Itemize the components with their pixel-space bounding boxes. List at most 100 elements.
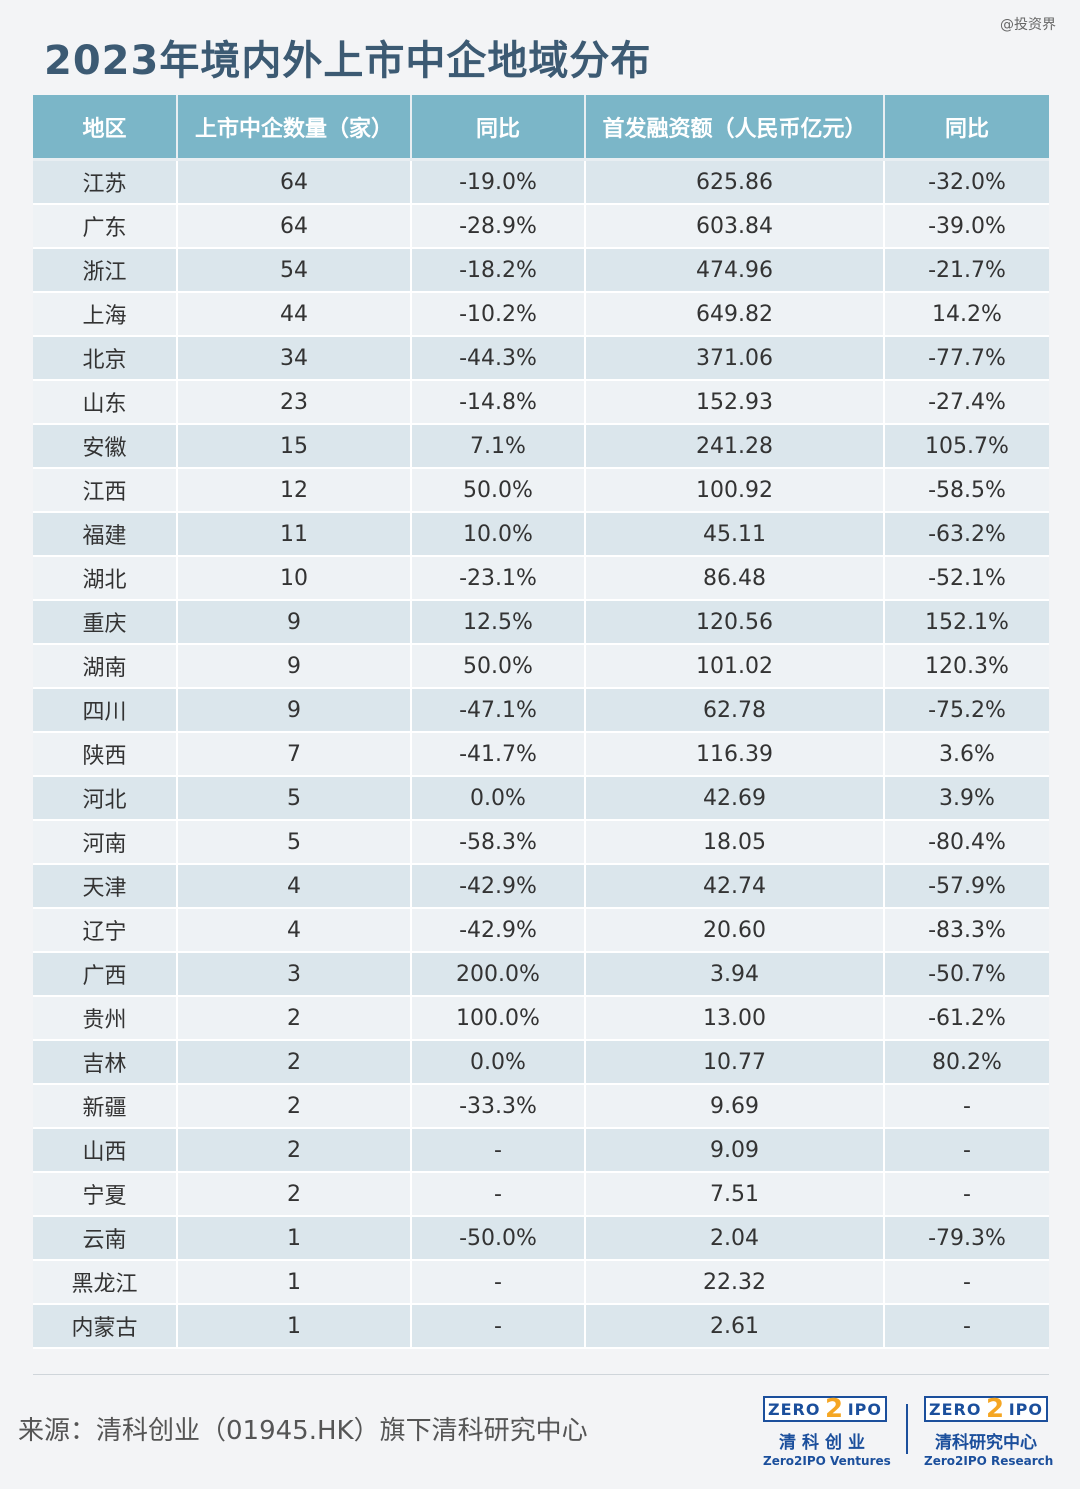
cell-count-yoy: 50.0% [412, 469, 586, 513]
source-note: 来源：清科创业（01945.HK）旗下清科研究中心 [18, 1416, 588, 1446]
table-row: 河南 5 -58.3% 18.05 -80.4% [33, 821, 1049, 865]
cell-region: 安徽 [33, 425, 178, 469]
data-table: 地区 上市中企数量（家） 同比 首发融资额（人民币亿元） 同比 江苏 64 -19.… [33, 95, 1049, 1349]
cell-amount-yoy: -83.3% [885, 909, 1049, 953]
page-title: 2023年境内外上市中企地域分布 [44, 38, 652, 84]
logo-ipo-text: IPO [1008, 1399, 1043, 1419]
cell-count-yoy: 12.5% [412, 601, 586, 645]
cell-count: 15 [178, 425, 412, 469]
cell-count-yoy: - [412, 1129, 586, 1173]
cell-region: 吉林 [33, 1041, 178, 1085]
cell-count-yoy: 50.0% [412, 645, 586, 689]
header-ipo-amount: 首发融资额（人民币亿元） [586, 95, 885, 161]
table-row: 广西 3 200.0% 3.94 -50.7% [33, 953, 1049, 997]
cell-count: 5 [178, 821, 412, 865]
cell-ipo-amount: 18.05 [586, 821, 885, 865]
cell-amount-yoy: - [885, 1129, 1049, 1173]
cell-region: 新疆 [33, 1085, 178, 1129]
cell-count: 11 [178, 513, 412, 557]
cell-count: 54 [178, 249, 412, 293]
cell-amount-yoy: - [885, 1305, 1049, 1349]
logo-cn-name: 清科创业 [779, 1433, 871, 1453]
cell-count-yoy: 0.0% [412, 777, 586, 821]
cell-count-yoy: -14.8% [412, 381, 586, 425]
cell-count: 10 [178, 557, 412, 601]
cell-region: 上海 [33, 293, 178, 337]
cell-count-yoy: -33.3% [412, 1085, 586, 1129]
cell-ipo-amount: 2.04 [586, 1217, 885, 1261]
zero2ipo-ventures-logo: ZERO 2 IPO 清科创业 Zero2IPO Ventures [763, 1396, 891, 1468]
cell-count-yoy: 7.1% [412, 425, 586, 469]
cell-count-yoy: - [412, 1305, 586, 1349]
cell-amount-yoy: 105.7% [885, 425, 1049, 469]
cell-count-yoy: -10.2% [412, 293, 586, 337]
cell-region: 云南 [33, 1217, 178, 1261]
cell-count: 9 [178, 645, 412, 689]
table-row: 山西 2-9.09- [33, 1129, 1049, 1173]
cell-ipo-amount: 9.69 [586, 1085, 885, 1129]
table-row: 陕西 7 -41.7% 116.39 3.6% [33, 733, 1049, 777]
cell-amount-yoy: -80.4% [885, 821, 1049, 865]
table-row: 黑龙江 1-22.32- [33, 1261, 1049, 1305]
cell-ipo-amount: 116.39 [586, 733, 885, 777]
cell-amount-yoy: 14.2% [885, 293, 1049, 337]
cell-region: 河南 [33, 821, 178, 865]
cell-region: 宁夏 [33, 1173, 178, 1217]
cell-ipo-amount: 45.11 [586, 513, 885, 557]
cell-ipo-amount: 42.69 [586, 777, 885, 821]
cell-ipo-amount: 371.06 [586, 337, 885, 381]
logo-wordmark: ZERO 2 IPO [763, 1396, 887, 1422]
cell-region: 黑龙江 [33, 1261, 178, 1305]
table-row: 福建 11 10.0% 45.11 -63.2% [33, 513, 1049, 557]
header-region: 地区 [33, 95, 178, 161]
cell-count-yoy: - [412, 1173, 586, 1217]
cell-amount-yoy: -63.2% [885, 513, 1049, 557]
cell-amount-yoy: -57.9% [885, 865, 1049, 909]
table-row: 重庆 9 12.5% 120.56 152.1% [33, 601, 1049, 645]
cell-count: 2 [178, 1129, 412, 1173]
footer-divider [33, 1374, 1049, 1375]
cell-region: 湖北 [33, 557, 178, 601]
table-row: 天津 4 -42.9% 42.74 -57.9% [33, 865, 1049, 909]
cell-count: 44 [178, 293, 412, 337]
cell-region: 贵州 [33, 997, 178, 1041]
cell-region: 浙江 [33, 249, 178, 293]
table-row: 贵州 2 100.0% 13.00 -61.2% [33, 997, 1049, 1041]
cell-region: 辽宁 [33, 909, 178, 953]
cell-amount-yoy: -50.7% [885, 953, 1049, 997]
cell-ipo-amount: 2.61 [586, 1305, 885, 1349]
cell-amount-yoy: - [885, 1173, 1049, 1217]
logo-ipo-text: IPO [847, 1399, 882, 1419]
cell-count-yoy: -28.9% [412, 205, 586, 249]
cell-region: 山东 [33, 381, 178, 425]
cell-ipo-amount: 62.78 [586, 689, 885, 733]
cell-count: 2 [178, 1173, 412, 1217]
cell-amount-yoy: -61.2% [885, 997, 1049, 1041]
table-row: 湖北 10 -23.1% 86.48 -52.1% [33, 557, 1049, 601]
cell-ipo-amount: 120.56 [586, 601, 885, 645]
table-body: 江苏 64 -19.0% 625.86 -32.0% 广东 64 -28.9% 603.84 -3… [33, 161, 1049, 1349]
cell-amount-yoy: 3.9% [885, 777, 1049, 821]
cell-ipo-amount: 20.60 [586, 909, 885, 953]
cell-count: 5 [178, 777, 412, 821]
cell-count: 34 [178, 337, 412, 381]
logo-en-name: Zero2IPO Research [924, 1454, 1054, 1468]
cell-count: 64 [178, 205, 412, 249]
cell-amount-yoy: 3.6% [885, 733, 1049, 777]
cell-amount-yoy: 152.1% [885, 601, 1049, 645]
cell-region: 河北 [33, 777, 178, 821]
cell-ipo-amount: 22.32 [586, 1261, 885, 1305]
cell-amount-yoy: - [885, 1085, 1049, 1129]
cell-region: 广东 [33, 205, 178, 249]
table-row: 江苏 64 -19.0% 625.86 -32.0% [33, 161, 1049, 205]
cell-count-yoy: 10.0% [412, 513, 586, 557]
cell-region: 陕西 [33, 733, 178, 777]
logo-two-text: 2 [825, 1394, 844, 1424]
table-row: 广东 64 -28.9% 603.84 -39.0% [33, 205, 1049, 249]
cell-count-yoy: -18.2% [412, 249, 586, 293]
table-row: 河北 5 0.0% 42.69 3.9% [33, 777, 1049, 821]
cell-count-yoy: -19.0% [412, 161, 586, 205]
cell-region: 重庆 [33, 601, 178, 645]
cell-amount-yoy: - [885, 1261, 1049, 1305]
cell-count-yoy: -42.9% [412, 865, 586, 909]
